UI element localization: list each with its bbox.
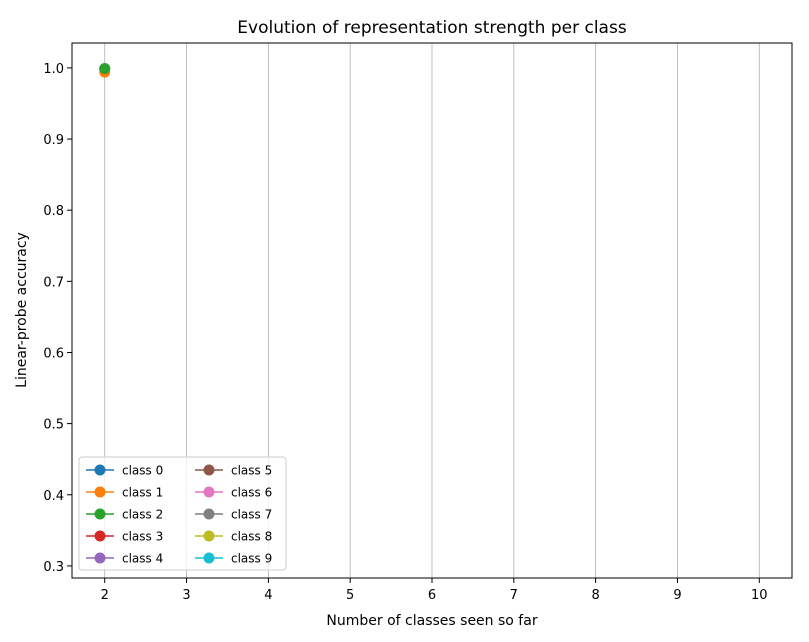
chart-title: Evolution of representation strength per… [237, 18, 627, 38]
x-tick-label: 8 [591, 588, 599, 603]
legend-marker-class-9 [203, 552, 215, 564]
x-tick-label: 3 [182, 588, 190, 603]
x-tick-label: 9 [673, 588, 681, 603]
legend-label-class-2: class 2 [122, 508, 163, 522]
legend-label-class-8: class 8 [231, 530, 272, 544]
y-tick-label: 0.5 [43, 418, 64, 433]
plot-frame [71, 42, 793, 579]
legend-label-class-7: class 7 [231, 508, 272, 522]
legend-marker-class-3 [94, 530, 106, 542]
y-tick-label: 0.7 [43, 275, 64, 290]
legend-marker-class-8 [203, 530, 215, 542]
x-tick-label: 5 [346, 588, 354, 603]
x-tick-label: 6 [428, 588, 436, 603]
data-point-class-2 [99, 63, 111, 75]
legend-marker-class-2 [94, 508, 106, 520]
legend-marker-class-1 [94, 486, 106, 498]
legend-label-class-4: class 4 [122, 552, 163, 566]
y-axis-label: Linear-probe accuracy [14, 232, 30, 388]
legend-label-class-5: class 5 [231, 464, 272, 478]
y-tick-label: 0.9 [43, 133, 64, 148]
legend-marker-class-7 [203, 508, 215, 520]
legend-marker-class-6 [203, 486, 215, 498]
legend-marker-class-4 [94, 552, 106, 564]
legend-box [78, 456, 287, 571]
legend-label-class-3: class 3 [122, 530, 163, 544]
x-tick-label: 10 [751, 588, 768, 603]
x-axis-label: Number of classes seen so far [326, 613, 537, 629]
y-tick-label: 0.6 [43, 346, 64, 361]
legend-marker-class-0 [94, 464, 106, 476]
y-tick-label: 1.0 [43, 62, 64, 77]
legend-label-class-1: class 1 [122, 486, 163, 500]
x-tick-label: 7 [510, 588, 518, 603]
legend-label-class-6: class 6 [231, 486, 272, 500]
y-tick-label: 0.8 [43, 204, 64, 219]
y-tick-label: 0.4 [43, 489, 64, 504]
legend-label-class-0: class 0 [122, 464, 163, 478]
legend-marker-class-5 [203, 464, 215, 476]
x-tick-label: 4 [264, 588, 272, 603]
y-tick-label: 0.3 [43, 560, 64, 575]
x-tick-label: 2 [101, 588, 109, 603]
legend-label-class-9: class 9 [231, 552, 272, 566]
